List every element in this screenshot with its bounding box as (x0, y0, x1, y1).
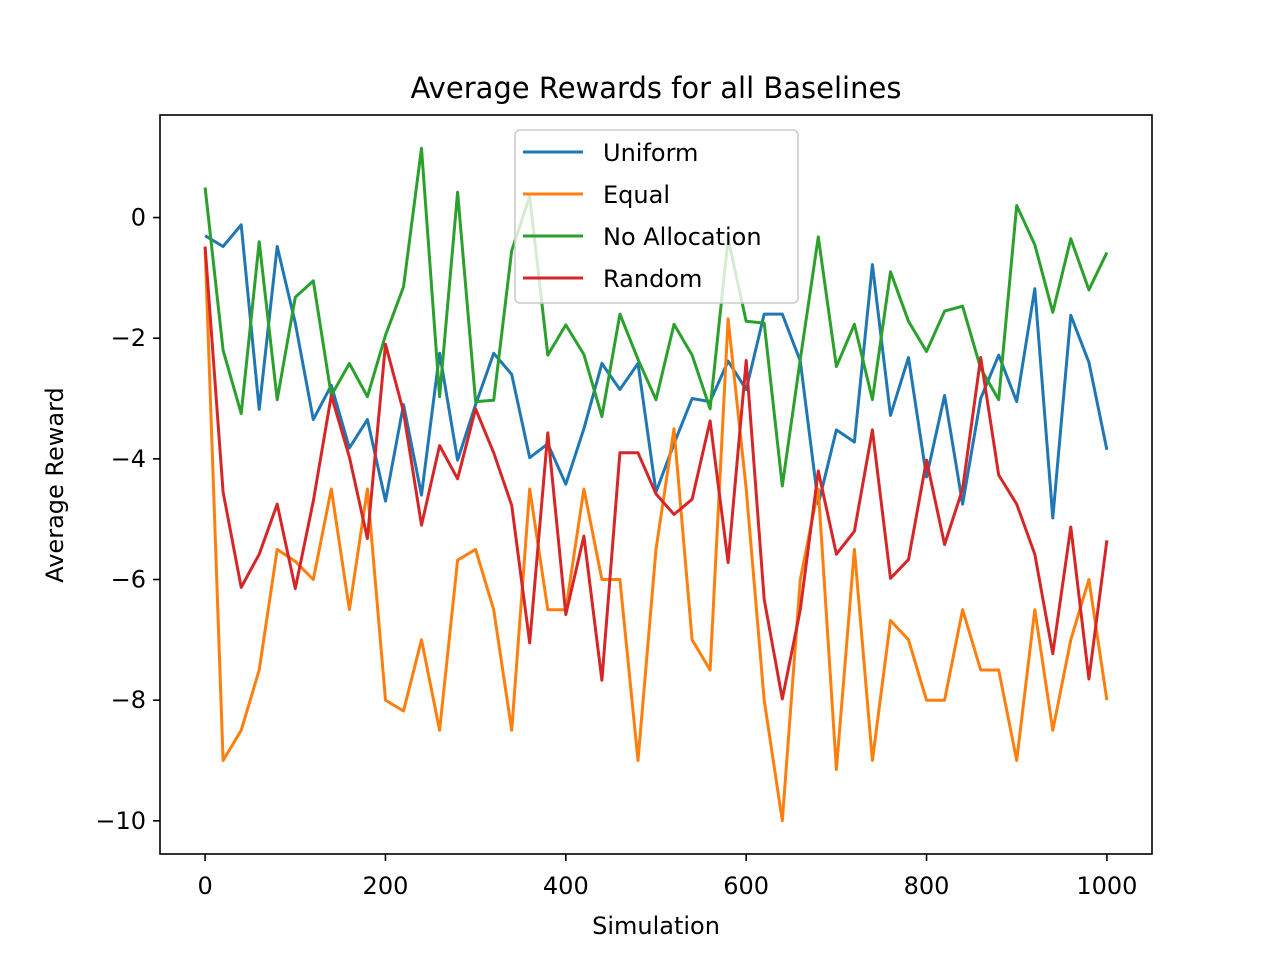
legend-label-no-allocation: No Allocation (603, 223, 762, 251)
legend: Uniform Equal No Allocation Random (514, 129, 799, 304)
y-tick-label: −10 (95, 807, 146, 835)
x-tick-label: 800 (904, 872, 950, 900)
x-tick-label: 0 (197, 872, 212, 900)
y-tick-label: −4 (111, 445, 146, 473)
legend-box (514, 129, 799, 304)
x-tick-label: 400 (543, 872, 589, 900)
x-axis: 0 200 400 600 800 1000 (197, 854, 1137, 900)
y-tick-label: −8 (111, 686, 146, 714)
legend-label-uniform: Uniform (603, 139, 698, 167)
x-tick-label: 1000 (1076, 872, 1137, 900)
y-tick-label: −2 (111, 324, 146, 352)
y-axis: 0 −2 −4 −6 −8 −10 (95, 204, 160, 835)
y-tick-label: 0 (131, 204, 146, 232)
series-line-random (203, 246, 1109, 701)
series-layer (203, 146, 1109, 823)
x-tick-label: 600 (723, 872, 769, 900)
legend-label-random: Random (603, 265, 702, 293)
x-axis-label: Simulation (592, 912, 720, 940)
legend-label-equal: Equal (603, 181, 670, 209)
plot-frame (159, 114, 1153, 855)
series-line-equal (203, 247, 1109, 823)
x-tick-label: 200 (363, 872, 409, 900)
series-line-no-allocation (203, 146, 1109, 488)
y-axis-label: Average Reward (41, 387, 69, 583)
chart-title: Average Rewards for all Baselines (411, 71, 902, 105)
y-tick-label: −6 (111, 566, 146, 594)
